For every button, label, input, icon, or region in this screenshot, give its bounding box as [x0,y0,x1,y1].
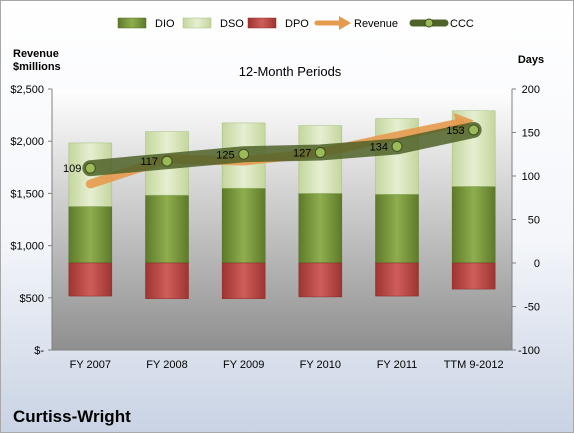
right-axis-tick-label: 100 [522,171,540,183]
x-axis-tick-label: FY 2008 [146,359,187,371]
lines-layer: 109 117 125 127 134 153 [63,113,482,189]
right-axis-title: Days [518,54,544,66]
right-axis-tick-label: 50 [528,215,540,227]
dio-bar [298,193,343,264]
ccc-data-label: 134 [370,141,388,153]
ccc-point [391,140,403,152]
left-axis-title-line: Revenue [13,48,59,60]
axes-layer: $- $500 $1,000 $1,500 $2,000 $2,500 -100 -50 0 50… [10,84,540,371]
legend-swatch-ccc-point [424,18,434,28]
x-axis-tick-label: FY 2011 [377,359,418,371]
ccc-data-label: 125 [216,149,234,161]
left-axis-tick-label: $1,500 [10,188,44,200]
left-axis-tick-label: $2,000 [10,136,44,148]
ccc-point [84,162,96,174]
dpo-bar [145,262,189,299]
legend-label-dio: DIO [155,18,175,30]
left-axis-title: Revenue $millions [13,48,61,73]
ccc-data-label: 117 [140,156,158,168]
ccc-data-label: 153 [446,125,464,137]
dio-bar [375,194,419,264]
dio-bar [221,187,266,264]
ccc-line [82,121,482,177]
dpo-bar [221,262,266,299]
left-axis-tick-label: $- [34,345,44,357]
dpo-bar [68,262,113,297]
legend-label-ccc: CCC [450,18,474,30]
legend-swatch-revenue-head [339,16,351,30]
left-axis-tick-label: $500 [20,293,44,305]
ccc-point [314,147,326,159]
right-axis-tick-label: 150 [522,128,540,140]
dio-bar [68,206,113,264]
chart-title: 12-Month Periods [239,64,342,79]
dpo-bar [298,262,343,298]
legend-swatch-dio [117,17,147,29]
legend-swatch-dso [182,17,212,29]
ccc-point [238,148,250,160]
x-axis-tick-label: TTM 9-2012 [444,359,504,371]
ccc-point [161,155,173,167]
left-axis-tick-label: $1,000 [10,241,44,253]
right-axis-tick-label: -50 [524,302,540,314]
legend-label-dso: DSO [220,18,244,30]
ccc-data-label: 109 [63,163,81,175]
dpo-bar [375,262,419,297]
left-axis-tick-label: $2,500 [10,84,44,96]
dpo-bar [451,262,496,290]
right-axis-tick-label: 0 [534,258,540,270]
company-name: Curtiss-Wright [13,407,131,426]
ccc-point [468,124,480,136]
legend-label-revenue: Revenue [354,18,398,30]
legend: DIO DSO DPO Revenue CCC [117,16,474,30]
legend-label-dpo: DPO [285,18,309,30]
dio-bar [451,186,496,264]
x-axis-tick-label: FY 2009 [223,359,264,371]
x-axis-tick-label: FY 2010 [300,359,341,371]
dio-bar [145,194,189,264]
right-axis-tick-label: 200 [522,84,540,96]
left-axis-title-line: $millions [13,61,61,73]
ccc-data-label: 127 [293,148,311,160]
x-axis-tick-label: FY 2007 [70,359,111,371]
legend-swatch-dpo [247,17,277,29]
right-axis-tick-label: -100 [518,345,540,357]
